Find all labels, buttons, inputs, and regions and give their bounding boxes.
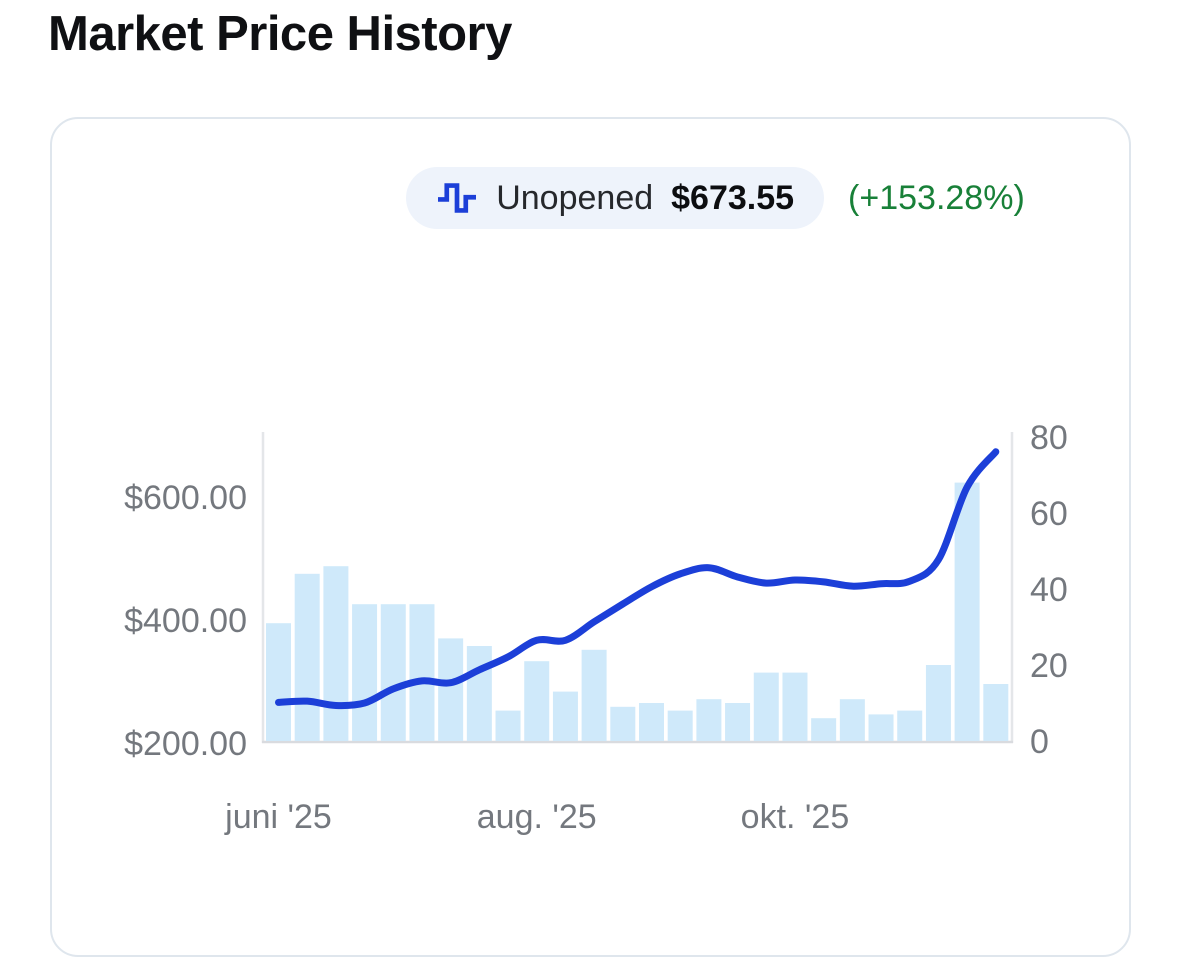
legend-change-percent: (+153.28%) — [848, 178, 1025, 217]
page-title: Market Price History — [48, 7, 512, 61]
volume-bar — [667, 710, 693, 741]
volume-bar — [811, 718, 837, 741]
volume-bar — [352, 604, 378, 741]
volume-bar — [409, 604, 435, 741]
x-axis-tick-label: aug. '25 — [477, 798, 597, 836]
price-history-chart[interactable]: $200.00 $400.00 $600.00 0 20 40 60 80 juni '25 au… — [0, 0, 1179, 901]
price-line — [275, 448, 1000, 710]
volume-bar — [839, 699, 865, 741]
volume-bar — [897, 710, 923, 741]
volume-bar — [438, 638, 464, 741]
right-axis-tick-label: 80 — [1030, 419, 1068, 457]
volume-bar — [266, 623, 291, 741]
right-axis-tick-label: 60 — [1030, 495, 1068, 533]
volume-bar — [581, 649, 607, 741]
legend-series-label: Unopened — [496, 178, 654, 217]
volume-bar — [552, 691, 578, 741]
left-axis-tick-label: $600.00 — [124, 479, 247, 517]
volume-bar — [983, 684, 1009, 741]
volume-bar — [323, 566, 349, 741]
volume-bar — [524, 661, 550, 741]
legend-price-value: $673.55 — [671, 178, 795, 217]
right-axis-tick-label: 40 — [1030, 571, 1068, 609]
right-axis-tick-label: 20 — [1030, 647, 1068, 685]
legend-series-pill[interactable]: Unopened $673.55 — [406, 167, 825, 229]
x-axis-tick-label: juni '25 — [224, 798, 332, 836]
volume-bar — [725, 703, 751, 741]
step-line-icon — [436, 179, 478, 217]
right-axis-tick-label: 0 — [1030, 723, 1049, 761]
left-axis-tick-label: $200.00 — [124, 725, 247, 763]
volume-bar — [495, 710, 521, 741]
volume-bar — [782, 672, 808, 741]
volume-bar — [696, 699, 722, 741]
left-axis-tick-label: $400.00 — [124, 602, 247, 640]
volume-bar — [466, 646, 492, 741]
volume-bar — [954, 482, 980, 741]
volume-bar — [753, 672, 779, 741]
volume-bar — [925, 665, 951, 741]
volume-bar — [294, 573, 320, 741]
volume-bar — [610, 706, 636, 741]
volume-bar — [868, 714, 894, 741]
chart-legend: Unopened $673.55 (+153.28%) — [52, 167, 1129, 229]
x-axis-tick-label: okt. '25 — [741, 798, 850, 836]
volume-bar — [380, 604, 406, 741]
volume-bar — [639, 703, 664, 741]
